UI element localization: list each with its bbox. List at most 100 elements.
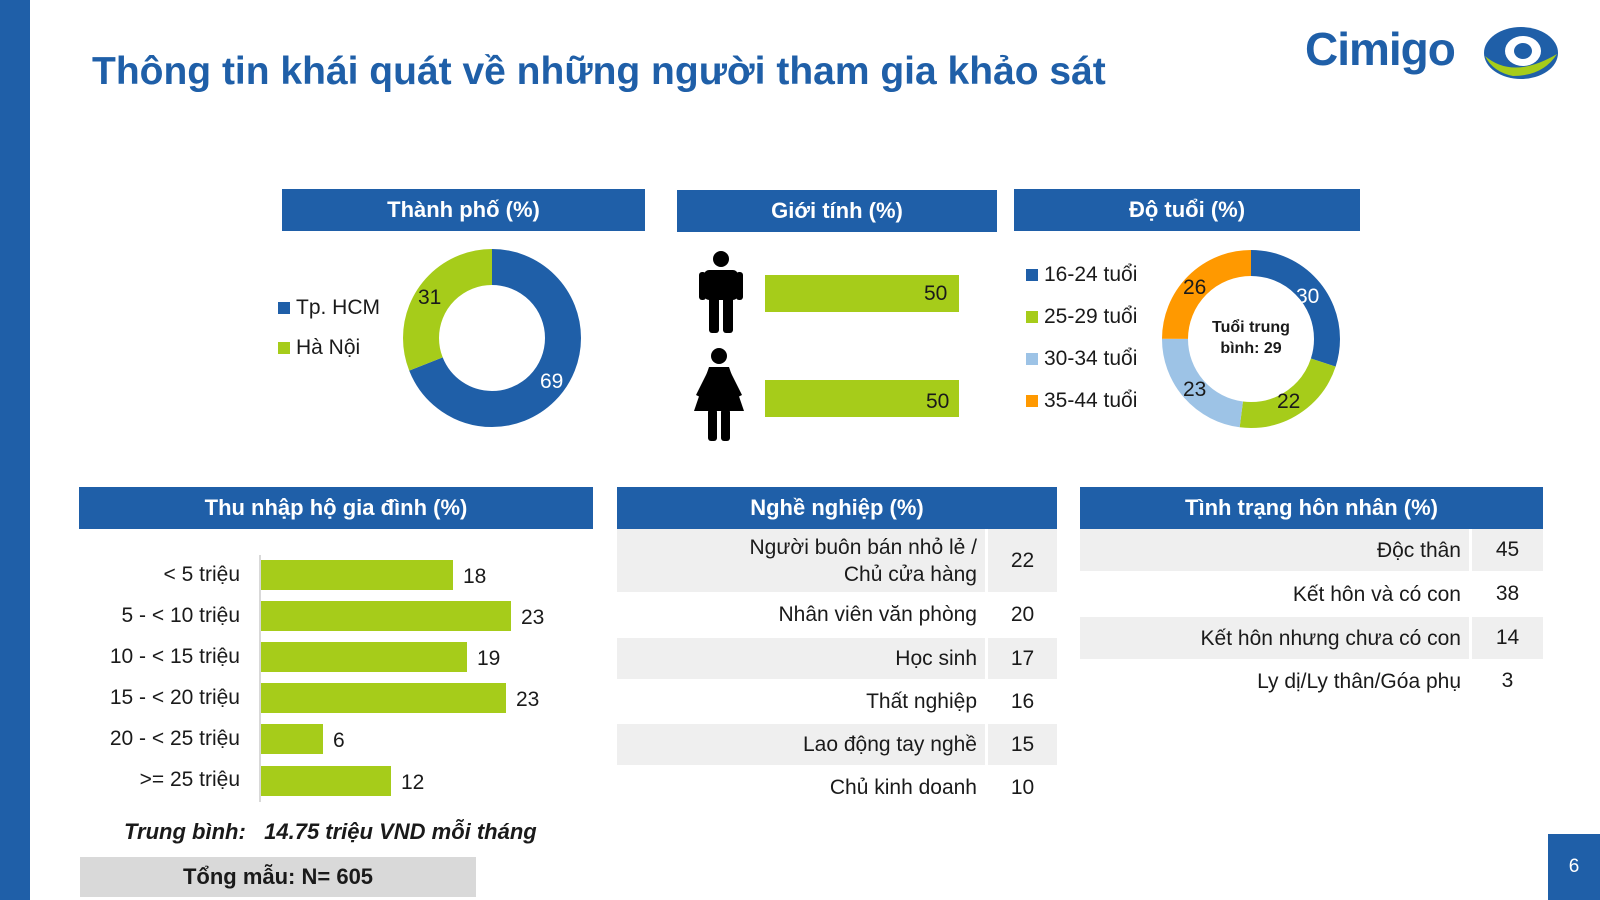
city-label-hanoi: 31 bbox=[418, 286, 442, 309]
legend-item-hanoi: Hà Nội bbox=[278, 328, 380, 368]
marital-row: Kết hôn và có con 38 bbox=[1080, 573, 1543, 615]
marital-label: Kết hôn và có con bbox=[1292, 582, 1461, 606]
marital-value: 45 bbox=[1469, 529, 1543, 571]
occupation-value: 17 bbox=[985, 638, 1057, 679]
income-category: 20 - < 25 triệu bbox=[109, 727, 240, 750]
income-category: >= 25 triệu bbox=[139, 768, 240, 791]
logo-text: Cimigo bbox=[1305, 23, 1456, 75]
legend-swatch bbox=[1026, 269, 1038, 281]
income-bar bbox=[261, 642, 467, 672]
income-axis-line bbox=[259, 555, 261, 802]
occupation-row: Nhân viên văn phòng 20 bbox=[617, 594, 1057, 635]
age-legend: 16-24 tuổi 25-29 tuổi 30-34 tuổi 35-44 t… bbox=[1026, 254, 1137, 422]
page-number: 6 bbox=[1548, 834, 1600, 900]
male-icon bbox=[699, 251, 743, 333]
age-average-annotation: Tuổi trung bình: 29 bbox=[1196, 317, 1306, 359]
marital-label: Kết hôn nhưng chưa có con bbox=[1080, 617, 1469, 659]
marital-value: 38 bbox=[1469, 573, 1543, 615]
city-label-hcm: 69 bbox=[540, 370, 564, 393]
page-title: Thông tin khái quát về những người tham … bbox=[92, 50, 1106, 93]
legend-label: 35-44 tuổi bbox=[1044, 389, 1138, 412]
income-category: 10 - < 15 triệu bbox=[109, 645, 240, 668]
legend-item-hcm: Tp. HCM bbox=[278, 288, 380, 328]
occupation-label: Người buôn bán nhỏ lẻ / Chủ cửa hàng bbox=[617, 529, 985, 592]
gender-header: Giới tính (%) bbox=[677, 190, 997, 232]
occupation-header: Nghề nghiệp (%) bbox=[617, 487, 1057, 529]
marital-row: Ly dị/Ly thân/Góa phụ 3 bbox=[1080, 660, 1543, 702]
income-header: Thu nhập hộ gia đình (%) bbox=[79, 487, 593, 529]
city-donut-chart bbox=[403, 249, 581, 427]
legend-label: 25-29 tuổi bbox=[1044, 305, 1138, 328]
legend-item-35-44: 35-44 tuổi bbox=[1026, 380, 1137, 422]
occupation-row: Người buôn bán nhỏ lẻ / Chủ cửa hàng 22 bbox=[617, 529, 1057, 592]
legend-item-30-34: 30-34 tuổi bbox=[1026, 338, 1137, 380]
city-legend: Tp. HCM Hà Nội bbox=[278, 288, 380, 368]
age-donut-chart bbox=[1162, 250, 1340, 428]
age-label-35-44: 26 bbox=[1183, 276, 1207, 299]
legend-label: Tp. HCM bbox=[296, 296, 380, 319]
eye-logo-icon bbox=[1484, 27, 1558, 79]
legend-item-16-24: 16-24 tuổi bbox=[1026, 254, 1137, 296]
male-value: 50 bbox=[924, 282, 948, 305]
occupation-row: Thất nghiệp 16 bbox=[617, 681, 1057, 722]
occupation-label-line1: Người buôn bán nhỏ lẻ / bbox=[749, 535, 977, 559]
income-bar bbox=[261, 766, 391, 796]
marital-label: Ly dị/Ly thân/Góa phụ bbox=[1257, 669, 1461, 693]
legend-label: 30-34 tuổi bbox=[1044, 347, 1138, 370]
income-bar bbox=[261, 560, 453, 590]
income-value: 18 bbox=[463, 565, 487, 588]
legend-swatch bbox=[1026, 311, 1038, 323]
occupation-label-line2: Chủ cửa hàng bbox=[843, 562, 977, 586]
occupation-label: Học sinh bbox=[617, 638, 985, 679]
occupation-label: Chủ kinh doanh bbox=[829, 776, 977, 799]
occupation-value: 20 bbox=[985, 594, 1057, 635]
income-average: Trung bình: 14.75 triệu VND mỗi tháng bbox=[124, 819, 537, 844]
income-category: < 5 triệu bbox=[163, 563, 240, 586]
occupation-row: Lao động tay nghề 15 bbox=[617, 724, 1057, 765]
occupation-value: 22 bbox=[985, 529, 1057, 592]
income-category: 5 - < 10 triệu bbox=[121, 604, 240, 627]
income-value: 12 bbox=[401, 771, 425, 794]
legend-swatch bbox=[278, 342, 290, 354]
age-label-16-24: 30 bbox=[1296, 285, 1320, 308]
age-average-line1: Tuổi trung bbox=[1212, 319, 1290, 336]
occupation-label: Thất nghiệp bbox=[866, 690, 977, 713]
occupation-value: 16 bbox=[985, 681, 1057, 722]
legend-swatch bbox=[1026, 353, 1038, 365]
marital-row: Độc thân 45 bbox=[1080, 529, 1543, 571]
occupation-value: 10 bbox=[985, 767, 1057, 808]
income-bar bbox=[261, 601, 511, 631]
age-average-line2: bình: 29 bbox=[1220, 340, 1282, 357]
income-bar bbox=[261, 683, 506, 713]
income-category: 15 - < 20 triệu bbox=[109, 686, 240, 709]
marital-header: Tình trạng hôn nhân (%) bbox=[1080, 487, 1543, 529]
female-value: 50 bbox=[926, 390, 950, 413]
occupation-label: Lao động tay nghề bbox=[617, 724, 985, 765]
income-value: 23 bbox=[516, 688, 540, 711]
marital-label: Độc thân bbox=[1080, 529, 1469, 571]
occupation-value: 15 bbox=[985, 724, 1057, 765]
income-value: 6 bbox=[333, 729, 345, 752]
occupation-row: Học sinh 17 bbox=[617, 638, 1057, 679]
female-bar bbox=[765, 380, 959, 417]
legend-label: 16-24 tuổi bbox=[1044, 263, 1138, 286]
occupation-row: Chủ kinh doanh 10 bbox=[617, 767, 1057, 808]
legend-swatch bbox=[278, 302, 290, 314]
total-sample: Tổng mẫu: N= 605 bbox=[80, 857, 476, 897]
age-header: Độ tuổi (%) bbox=[1014, 189, 1360, 231]
legend-label: Hà Nội bbox=[296, 336, 361, 359]
male-bar bbox=[765, 275, 959, 312]
age-label-25-29: 22 bbox=[1277, 390, 1301, 413]
income-value: 19 bbox=[477, 647, 501, 670]
female-icon bbox=[694, 348, 744, 441]
occupation-label: Nhân viên văn phòng bbox=[778, 603, 978, 626]
city-header: Thành phố (%) bbox=[282, 189, 645, 231]
income-bar bbox=[261, 724, 323, 754]
marital-row: Kết hôn nhưng chưa có con 14 bbox=[1080, 617, 1543, 659]
left-accent-bar bbox=[0, 0, 30, 900]
cimigo-logo: Cimigo bbox=[1305, 22, 1560, 84]
age-label-30-34: 23 bbox=[1183, 378, 1207, 401]
income-value: 23 bbox=[521, 606, 545, 629]
marital-value: 14 bbox=[1469, 617, 1543, 659]
marital-value: 3 bbox=[1469, 660, 1543, 702]
